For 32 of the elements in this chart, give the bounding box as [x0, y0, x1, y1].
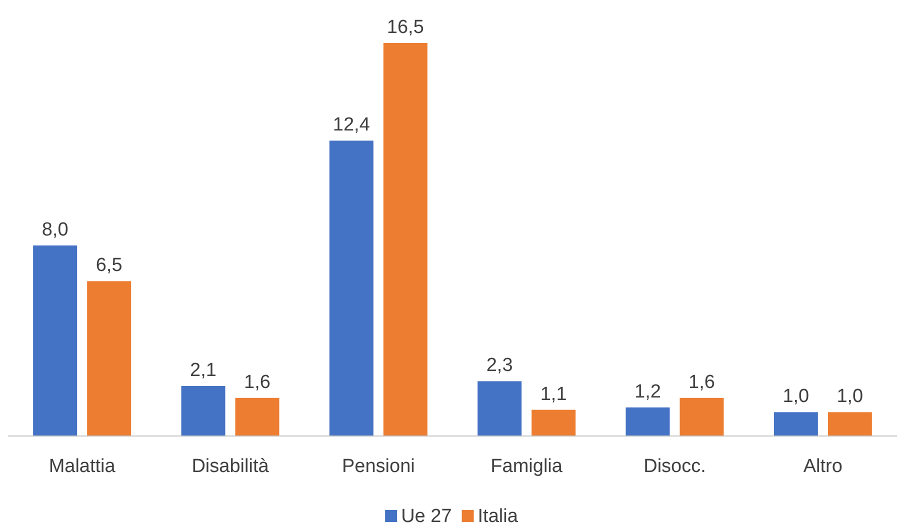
bar [532, 410, 576, 436]
data-label: 1,0 [782, 386, 810, 408]
legend-label: Italia [478, 506, 518, 527]
data-label: 8,0 [42, 219, 68, 240]
bar [329, 140, 374, 436]
x-tick-label: Disabilità [192, 456, 270, 477]
bar [774, 412, 818, 436]
bar [383, 43, 428, 436]
bar [181, 386, 226, 436]
data-label: 16,5 [386, 17, 424, 38]
data-label: 1,0 [836, 386, 864, 408]
data-label: 2,1 [190, 360, 216, 381]
x-tick-label: Famiglia [490, 456, 563, 477]
x-tick-label: Malattia [48, 456, 116, 477]
bar [33, 245, 78, 436]
bar [680, 398, 724, 436]
data-label: 2,3 [486, 355, 513, 376]
bar [626, 407, 670, 436]
bar [235, 398, 280, 436]
data-label: 6,5 [96, 255, 122, 276]
bar [478, 381, 522, 436]
bar [828, 412, 872, 436]
x-tick-label: Disocc. [644, 456, 706, 477]
x-tick-label: Pensioni [342, 456, 415, 477]
legend-label: Ue 27 [401, 506, 452, 527]
data-label: 1,1 [540, 384, 567, 405]
data-label: 1,6 [688, 372, 715, 393]
data-label: 12,4 [332, 114, 370, 136]
data-label: 1,2 [634, 381, 661, 402]
x-tick-label: Altro [803, 456, 842, 477]
data-label: 1,6 [244, 372, 270, 393]
bar [87, 281, 132, 436]
